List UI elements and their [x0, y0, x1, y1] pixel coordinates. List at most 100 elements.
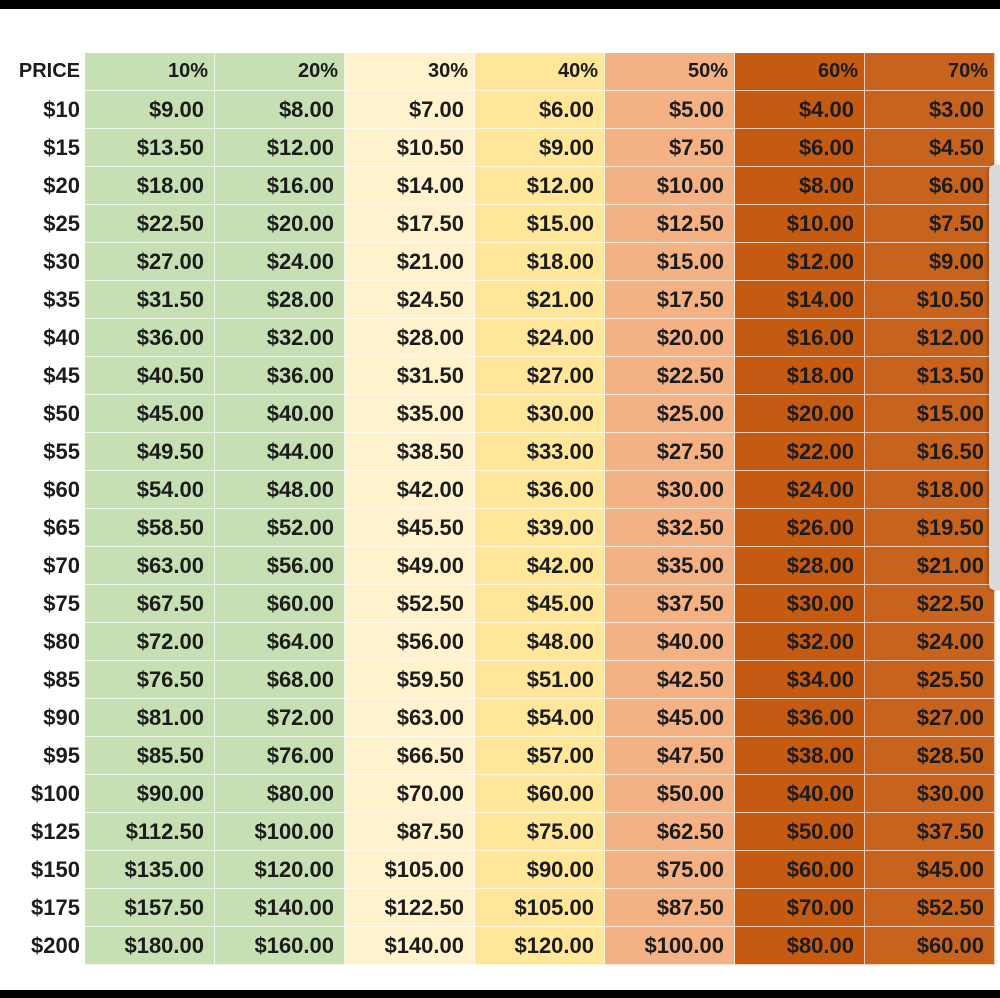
price-cell: $75 — [5, 585, 85, 623]
discount-cell: $45.00 — [475, 585, 605, 623]
price-cell: $15 — [5, 129, 85, 167]
discount-cell: $60.00 — [865, 927, 995, 965]
header-cell: PRICE — [5, 53, 85, 91]
discount-cell: $16.00 — [735, 319, 865, 357]
discount-cell: $40.00 — [215, 395, 345, 433]
discount-cell: $18.00 — [735, 357, 865, 395]
discount-cell: $31.50 — [85, 281, 215, 319]
discount-cell: $48.00 — [475, 623, 605, 661]
discount-cell: $58.50 — [85, 509, 215, 547]
header-cell: 20% — [215, 53, 345, 91]
discount-cell: $112.50 — [85, 813, 215, 851]
discount-cell: $15.00 — [865, 395, 995, 433]
price-cell: $80 — [5, 623, 85, 661]
bottom-border — [0, 990, 1000, 998]
discount-cell: $10.50 — [865, 281, 995, 319]
discount-cell: $122.50 — [345, 889, 475, 927]
discount-cell: $38.50 — [345, 433, 475, 471]
discount-cell: $42.00 — [345, 471, 475, 509]
discount-cell: $50.00 — [605, 775, 735, 813]
discount-cell: $14.00 — [345, 167, 475, 205]
discount-cell: $60.00 — [735, 851, 865, 889]
discount-cell: $67.50 — [85, 585, 215, 623]
discount-cell: $75.00 — [475, 813, 605, 851]
price-table: PRICE 10% 20% 30% 40% 50% 60% 70% $10 $9.00 $8.00 $… — [5, 53, 995, 965]
discount-cell: $120.00 — [475, 927, 605, 965]
discount-cell: $45.50 — [345, 509, 475, 547]
discount-cell: $20.00 — [735, 395, 865, 433]
discount-cell: $14.00 — [735, 281, 865, 319]
discount-cell: $24.00 — [215, 243, 345, 281]
discount-cell: $44.00 — [215, 433, 345, 471]
discount-cell: $10.00 — [735, 205, 865, 243]
discount-cell: $28.00 — [215, 281, 345, 319]
discount-cell: $12.00 — [215, 129, 345, 167]
discount-cell: $47.50 — [605, 737, 735, 775]
discount-cell: $25.50 — [865, 661, 995, 699]
header-cell: 10% — [85, 53, 215, 91]
discount-cell: $62.50 — [605, 813, 735, 851]
discount-cell: $56.00 — [215, 547, 345, 585]
discount-cell: $59.50 — [345, 661, 475, 699]
discount-cell: $7.00 — [345, 91, 475, 129]
discount-cell: $80.00 — [735, 927, 865, 965]
scrollbar — [989, 165, 1000, 590]
discount-cell: $87.50 — [345, 813, 475, 851]
discount-cell: $25.00 — [605, 395, 735, 433]
discount-cell: $140.00 — [215, 889, 345, 927]
discount-cell: $4.00 — [735, 91, 865, 129]
price-cell: $25 — [5, 205, 85, 243]
price-cell: $175 — [5, 889, 85, 927]
discount-cell: $10.00 — [605, 167, 735, 205]
price-cell: $10 — [5, 91, 85, 129]
discount-cell: $90.00 — [85, 775, 215, 813]
discount-cell: $12.00 — [865, 319, 995, 357]
discount-cell: $19.50 — [865, 509, 995, 547]
discount-cell: $35.00 — [605, 547, 735, 585]
discount-cell: $52.50 — [345, 585, 475, 623]
discount-cell: $64.00 — [215, 623, 345, 661]
discount-cell: $9.00 — [85, 91, 215, 129]
discount-cell: $18.00 — [475, 243, 605, 281]
header-cell: 70% — [865, 53, 995, 91]
discount-cell: $28.50 — [865, 737, 995, 775]
discount-cell: $32.50 — [605, 509, 735, 547]
discount-cell: $52.00 — [215, 509, 345, 547]
discount-cell: $9.00 — [865, 243, 995, 281]
discount-cell: $6.00 — [865, 167, 995, 205]
price-cell: $200 — [5, 927, 85, 965]
price-cell: $100 — [5, 775, 85, 813]
discount-cell: $12.00 — [735, 243, 865, 281]
discount-cell: $28.00 — [345, 319, 475, 357]
discount-cell: $40.00 — [605, 623, 735, 661]
discount-cell: $54.00 — [85, 471, 215, 509]
discount-cell: $36.00 — [735, 699, 865, 737]
discount-cell: $24.00 — [475, 319, 605, 357]
price-cell: $85 — [5, 661, 85, 699]
discount-cell: $26.00 — [735, 509, 865, 547]
discount-cell: $22.00 — [735, 433, 865, 471]
discount-cell: $36.00 — [85, 319, 215, 357]
discount-cell: $42.50 — [605, 661, 735, 699]
discount-cell: $8.00 — [215, 91, 345, 129]
discount-cell: $60.00 — [215, 585, 345, 623]
discount-cell: $90.00 — [475, 851, 605, 889]
discount-cell: $52.50 — [865, 889, 995, 927]
discount-cell: $10.50 — [345, 129, 475, 167]
discount-cell: $100.00 — [605, 927, 735, 965]
discount-cell: $56.00 — [345, 623, 475, 661]
discount-cell: $37.50 — [865, 813, 995, 851]
discount-cell: $16.50 — [865, 433, 995, 471]
discount-cell: $21.00 — [475, 281, 605, 319]
discount-cell: $105.00 — [475, 889, 605, 927]
discount-cell: $54.00 — [475, 699, 605, 737]
discount-cell: $63.00 — [85, 547, 215, 585]
discount-cell: $17.50 — [345, 205, 475, 243]
discount-cell: $70.00 — [735, 889, 865, 927]
discount-cell: $21.00 — [345, 243, 475, 281]
price-cell: $50 — [5, 395, 85, 433]
price-cell: $60 — [5, 471, 85, 509]
discount-cell: $42.00 — [475, 547, 605, 585]
discount-cell: $72.00 — [215, 699, 345, 737]
